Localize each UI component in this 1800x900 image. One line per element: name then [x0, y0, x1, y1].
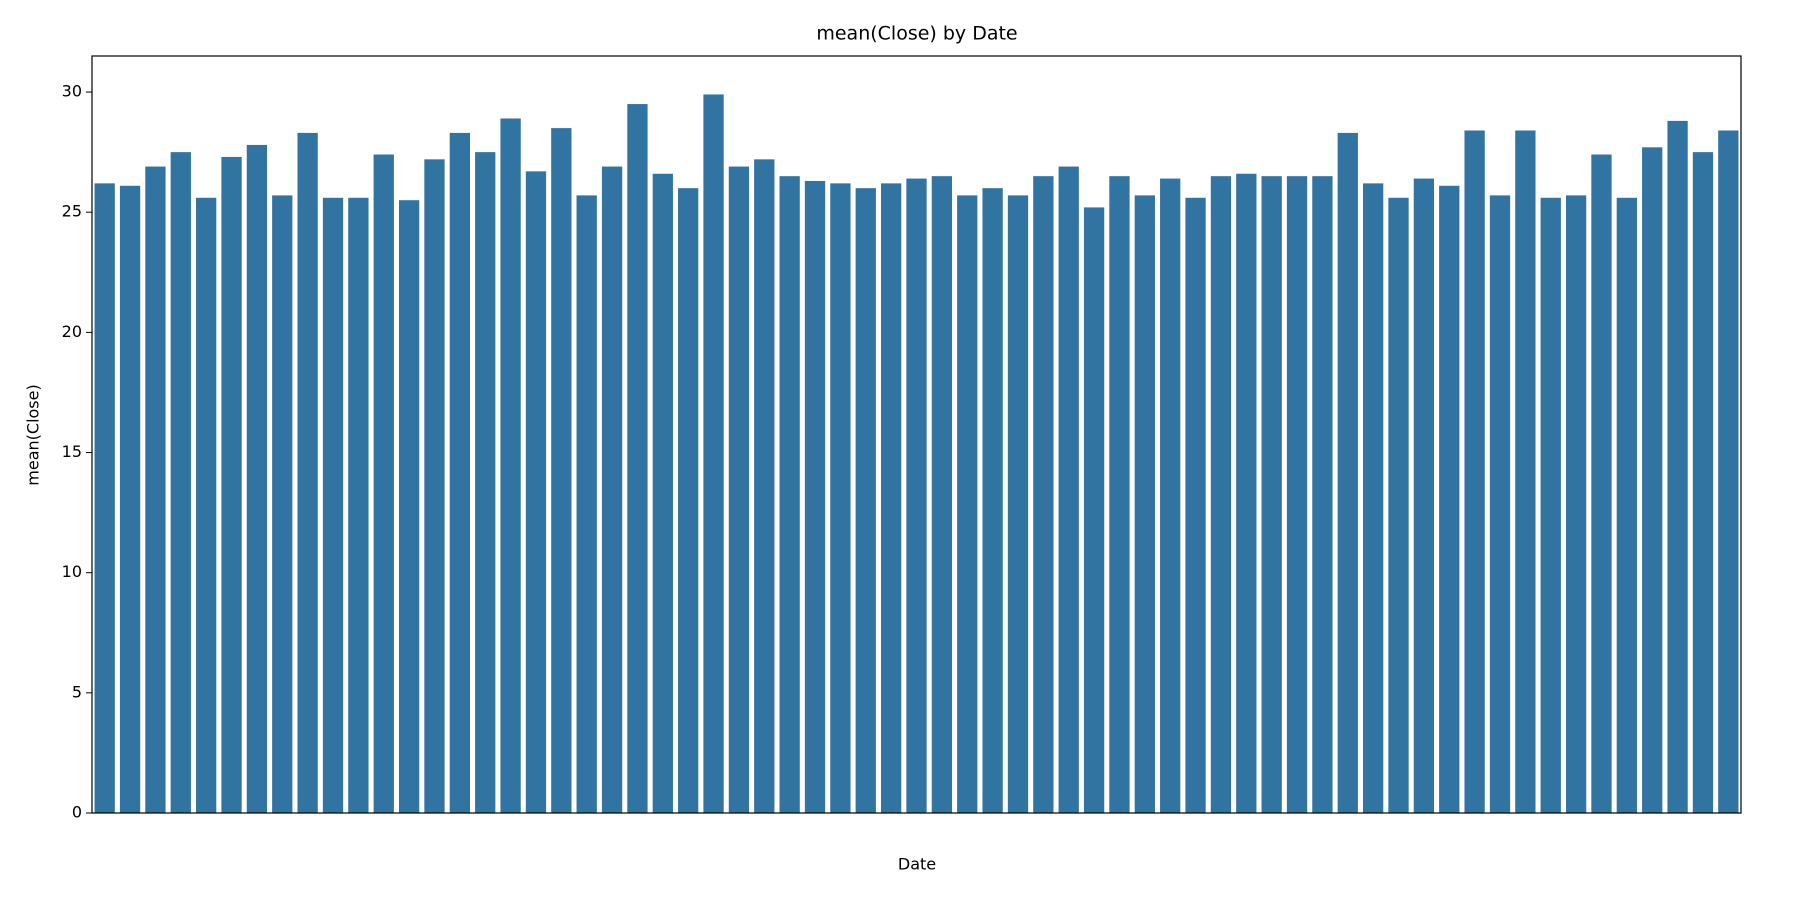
bar [196, 197, 217, 814]
bar [804, 180, 826, 813]
bar [1160, 178, 1181, 814]
plot-frame [91, 55, 1742, 814]
bar [246, 144, 268, 813]
bar [1591, 154, 1612, 813]
bar [855, 188, 876, 813]
bar [1616, 197, 1637, 814]
bar [1109, 176, 1130, 813]
bar [1565, 195, 1587, 813]
bar [728, 166, 750, 814]
bar [754, 159, 775, 814]
bar [880, 183, 902, 813]
bar [1439, 185, 1460, 813]
bar [1464, 130, 1485, 813]
bar [1058, 166, 1079, 814]
bar [1413, 178, 1435, 814]
bar [398, 200, 420, 813]
bar [373, 154, 394, 813]
bar [576, 195, 597, 813]
y-tick-label: 25 [62, 202, 82, 221]
bar [627, 104, 648, 814]
bar [297, 132, 318, 813]
bar [1033, 176, 1054, 813]
y-tick-label: 30 [62, 82, 82, 101]
y-tick-label: 0 [72, 803, 82, 822]
bar [906, 178, 927, 814]
bar [830, 183, 851, 813]
bar [221, 156, 242, 813]
bar [1540, 197, 1561, 814]
bar [1489, 195, 1511, 813]
bar [1185, 197, 1206, 814]
bar [1515, 130, 1536, 813]
bar [1261, 176, 1282, 813]
chart-title: mean(Close) by Date [816, 23, 1017, 45]
bar [525, 171, 547, 813]
bar [94, 183, 115, 813]
bar [551, 128, 572, 814]
bar [322, 197, 344, 814]
bar [1362, 183, 1384, 813]
bar [1667, 120, 1688, 813]
bar [1388, 197, 1409, 814]
y-tick-label: 15 [62, 442, 82, 461]
bar [449, 132, 471, 813]
bar [119, 185, 141, 813]
bar [1312, 176, 1333, 813]
bar [475, 152, 496, 814]
bar [601, 166, 623, 814]
x-axis-label: Date [898, 855, 936, 874]
bar [348, 197, 369, 814]
bar [1337, 132, 1358, 813]
bar [678, 188, 699, 813]
y-tick-label: 20 [62, 322, 82, 341]
y-tick-label: 10 [62, 562, 82, 581]
y-axis-label: mean(Close) [24, 384, 43, 485]
y-tick-label: 5 [72, 682, 82, 701]
bar [424, 159, 445, 814]
bar [170, 152, 191, 814]
bar [1134, 195, 1155, 813]
bar [931, 176, 953, 813]
bar [1007, 195, 1029, 813]
bar [703, 94, 724, 813]
bar [982, 188, 1003, 813]
bar [779, 176, 800, 813]
bar [272, 195, 293, 813]
bar [145, 166, 166, 814]
bar [1642, 147, 1663, 814]
bar [1692, 152, 1714, 814]
bar [957, 195, 978, 813]
bar [1236, 173, 1257, 813]
bar [1286, 176, 1308, 813]
bar [652, 173, 673, 813]
bar [500, 118, 521, 813]
bar [1210, 176, 1232, 813]
bar [1083, 207, 1105, 813]
bar [1718, 130, 1739, 813]
